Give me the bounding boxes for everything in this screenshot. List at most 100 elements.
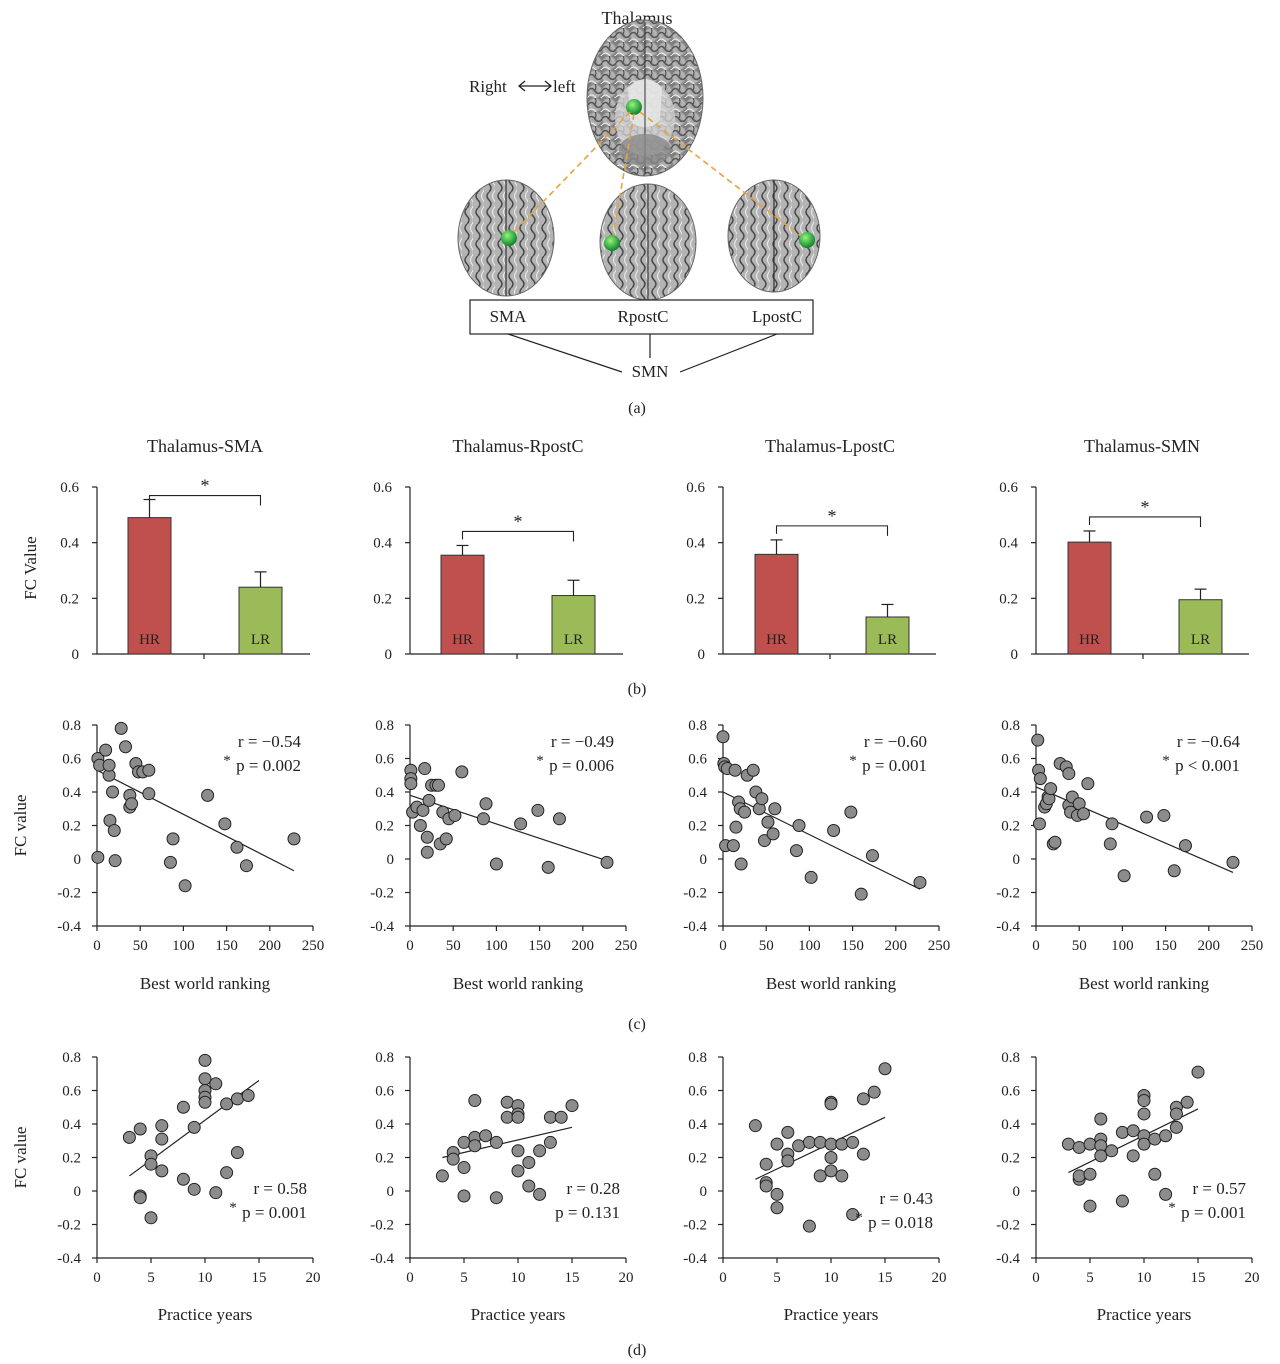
y-tick-label: 0.2 (1001, 1151, 1020, 1167)
scatter-point (792, 819, 806, 832)
scatter-point (142, 787, 156, 801)
y-tick-label: 0 (698, 647, 706, 663)
scatter-point (781, 1125, 795, 1139)
y-tick-label: 0 (1011, 647, 1019, 663)
brain-lpostc-slice (727, 179, 821, 293)
x-tick-label: 20 (932, 1270, 947, 1286)
bar-chart-title: Thalamus-SMN (1084, 436, 1200, 456)
correlation-r-text: r = −0.64 (1177, 732, 1241, 751)
significance-star-red: * (229, 1200, 237, 1216)
scatter-point (835, 1137, 849, 1151)
y-tick-label: 0.8 (62, 718, 81, 734)
scatter-point (133, 1122, 147, 1136)
x-tick-label: 0 (93, 938, 101, 954)
scatter-point (125, 797, 139, 811)
panel-c: 0.8 0.6 0.4 0.2 0 -0.2 -0.4 0 50 100 150 200 250 Best… (11, 718, 1263, 1033)
bar-chart-1: Thalamus-SMA 0.6 0.4 0.2 0 FC Value HR LR * (21, 436, 310, 663)
x-tick-label: 200 (1198, 938, 1221, 954)
x-tick-label: 20 (1245, 1270, 1260, 1286)
x-tick-label: 15 (565, 1270, 580, 1286)
x-tick-label: 50 (759, 938, 774, 954)
scatter-point (1157, 808, 1171, 822)
scatter-point (759, 1157, 773, 1171)
regression-line (442, 1126, 573, 1159)
scatter-point (846, 1135, 860, 1149)
y-tick-label: 0 (387, 1184, 395, 1200)
y-tick-label: 0.6 (1001, 1084, 1020, 1100)
network-bracket (507, 333, 778, 373)
bar-category-label: LR (564, 632, 583, 648)
x-tick-label: 250 (615, 938, 638, 954)
scatter-point (218, 817, 232, 831)
panel-d: 0.8 0.6 0.4 0.2 0 -0.2 -0.4 0 5 10 15 20 Practice ye… (11, 1050, 1260, 1359)
scatter-point (144, 1211, 158, 1225)
scatter-practice-4: 0.8 0.6 0.4 0.2 0 -0.2 -0.4 0 5 10 15 20 Practice ye… (996, 1050, 1259, 1324)
scatter-point (201, 788, 215, 802)
rpostc-roi-dot (604, 235, 620, 251)
scatter-point (789, 844, 803, 858)
scatter-point (514, 817, 528, 831)
x-tick-label: 0 (406, 938, 414, 954)
scatter-point (422, 793, 436, 807)
scatter-point (468, 1094, 482, 1108)
y-tick-label: 0.4 (1001, 1117, 1020, 1133)
y-axis-label: FC value (11, 1127, 30, 1189)
scatter-point (1103, 837, 1117, 851)
scatter-point (176, 1172, 190, 1186)
correlation-p-text: p = 0.006 (549, 756, 614, 775)
y-tick-label: -0.4 (996, 1251, 1020, 1267)
x-tick-label: 0 (406, 1270, 414, 1286)
lpostc-roi-dot (799, 232, 815, 248)
region-label-sma: SMA (490, 307, 528, 326)
y-tick-label: 0 (700, 1184, 708, 1200)
y-tick-label: 0.6 (375, 752, 394, 768)
y-tick-label: 0.4 (62, 785, 81, 801)
bar-category-label: HR (766, 632, 787, 648)
scatter-point (1094, 1112, 1108, 1126)
scatter-point (230, 1092, 244, 1106)
x-tick-label: 10 (1137, 1270, 1152, 1286)
scatter-point (854, 887, 868, 901)
x-tick-label: 200 (259, 938, 282, 954)
scatter-point (1137, 1137, 1151, 1151)
scatter-point (187, 1182, 201, 1196)
y-tick-label: 0 (385, 647, 393, 663)
x-axis-label: Practice years (158, 1305, 253, 1324)
y-tick-label: 0.6 (688, 752, 707, 768)
regression-line (409, 794, 608, 862)
orientation-left-label: left (553, 77, 576, 96)
scatter-point (768, 802, 782, 816)
correlation-r-text: r = 0.57 (1193, 1179, 1247, 1198)
scatter-point (500, 1110, 514, 1124)
y-tick-label: 0 (74, 1184, 82, 1200)
scatter-point (541, 860, 555, 874)
scatter-point (792, 1139, 806, 1153)
y-tick-label: -0.4 (370, 919, 394, 935)
scatter-point (1159, 1187, 1173, 1201)
scatter-point (728, 763, 742, 777)
y-tick-label: 0.8 (62, 1050, 81, 1066)
scatter-point (144, 1157, 158, 1171)
x-axis-label: Best world ranking (140, 974, 271, 993)
regions-box (469, 299, 814, 335)
y-tick-label: 0 (700, 852, 708, 868)
correlation-r-text: r = 0.58 (254, 1179, 308, 1198)
scatter-point (446, 1152, 460, 1166)
scatter-point (824, 1137, 838, 1151)
x-tick-label: 250 (928, 938, 951, 954)
scatter-point (729, 820, 743, 834)
scatter-ranking-1: 0.8 0.6 0.4 0.2 0 -0.2 -0.4 0 50 100 150 200 250 Best… (11, 718, 324, 993)
scatter-point (770, 1137, 784, 1151)
significance-bracket (148, 494, 262, 506)
bar-chart-title: Thalamus-LpostC (765, 436, 895, 456)
y-tick-label: 0.4 (688, 785, 707, 801)
scatter-point (91, 850, 105, 864)
scatter-point (716, 730, 730, 744)
scatter-point (554, 1110, 568, 1124)
x-tick-label: 15 (252, 1270, 267, 1286)
x-tick-label: 250 (302, 938, 325, 954)
y-tick-label: 0 (1013, 852, 1021, 868)
y-tick-label: 0.2 (62, 1151, 81, 1167)
bar-category-label: LR (1191, 632, 1210, 648)
y-tick-label: -0.4 (370, 1251, 394, 1267)
